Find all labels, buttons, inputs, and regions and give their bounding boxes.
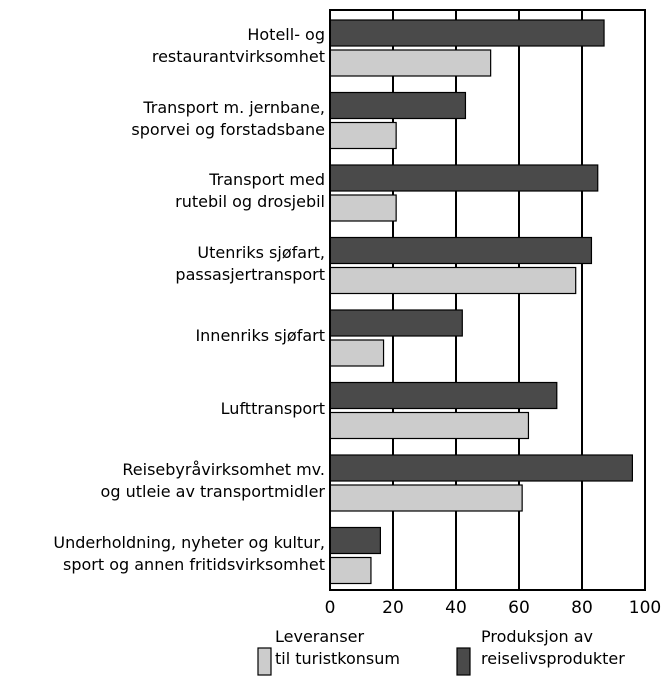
bar (329, 194, 397, 222)
category-label: Lufttransport (220, 398, 325, 418)
legend-swatch (257, 647, 272, 676)
category-label: Transport m. jernbane, sporvei og forsta… (131, 97, 325, 139)
legend-label: Produksjon av reiselivsprodukter (481, 627, 625, 668)
category-label: Innenriks sjøfart (195, 326, 325, 346)
legend-label: Leveranser til turistkonsum (275, 627, 400, 668)
category-label: Underholdning, nyheter og kultur, sport … (53, 532, 325, 574)
category-label: Utenriks sjøfart, passasjertransport (175, 242, 325, 284)
bar (329, 411, 530, 440)
bar (329, 49, 492, 77)
category-label: Reisebyråvirksomhet mv. og utleie av tra… (100, 460, 325, 502)
bar (329, 454, 633, 482)
category-label: Hotell- og restaurantvirksomhet (151, 25, 325, 67)
bar (329, 91, 467, 120)
category-label: Transport med rutebil og drosjebil (175, 170, 325, 212)
bar (329, 236, 593, 265)
plot-frame (329, 9, 646, 591)
bar (329, 164, 599, 192)
x-tick-label: 40 (445, 598, 467, 618)
bar (329, 309, 463, 337)
legend-swatch (456, 647, 471, 676)
bar (329, 556, 372, 585)
x-tick-label: 20 (382, 598, 404, 618)
bar (329, 121, 397, 150)
x-tick-label: 60 (508, 598, 530, 618)
bar (329, 526, 382, 555)
bar (329, 19, 605, 47)
bar (329, 381, 558, 410)
bar (329, 339, 385, 367)
x-tick-label: 100 (629, 598, 661, 618)
bar (329, 266, 577, 295)
x-tick-label: 0 (325, 598, 336, 618)
bar (329, 484, 523, 512)
x-tick-label: 80 (571, 598, 593, 618)
